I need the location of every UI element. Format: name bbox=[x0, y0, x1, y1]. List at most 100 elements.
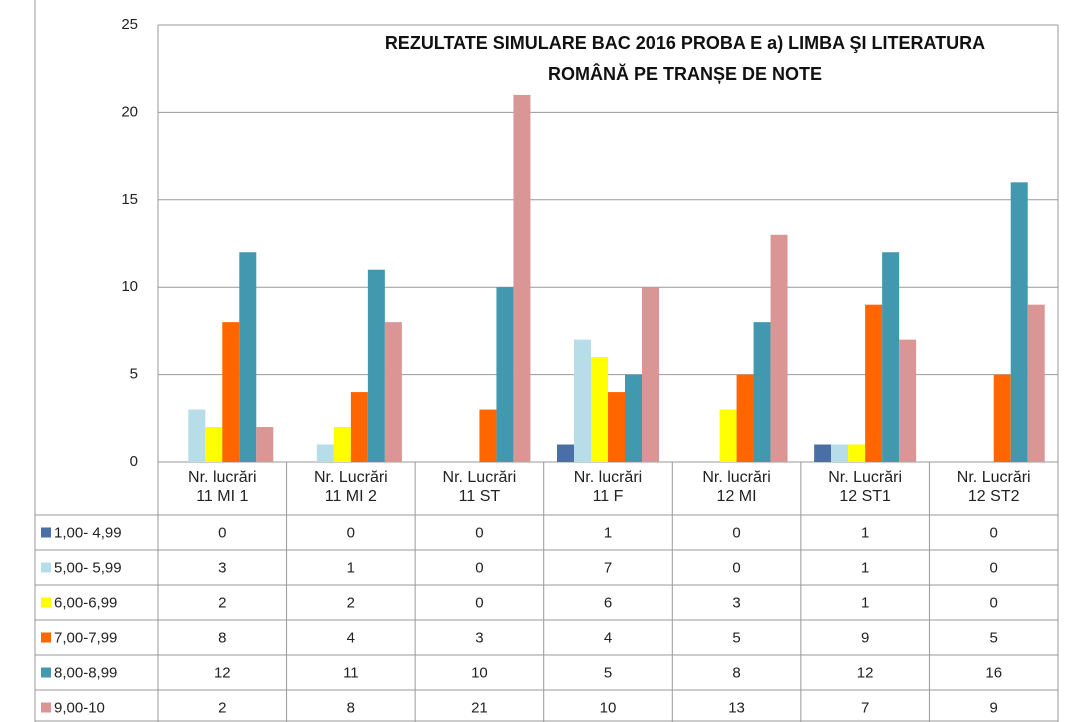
bar bbox=[993, 374, 1011, 462]
table-value: 5 bbox=[732, 629, 740, 646]
legend-swatch bbox=[41, 597, 51, 608]
legend-label: 7,00-7,99 bbox=[54, 629, 117, 646]
bar bbox=[574, 339, 591, 462]
table-value: 1 bbox=[604, 524, 612, 541]
bar bbox=[222, 322, 240, 462]
legend-label: 8,00-8,99 bbox=[54, 664, 117, 681]
table-value: 12 bbox=[214, 664, 231, 681]
bar bbox=[350, 392, 368, 462]
table-value: 10 bbox=[471, 664, 488, 681]
table-value: 0 bbox=[990, 559, 998, 576]
y-tick-label: 20 bbox=[121, 103, 138, 120]
legend-label: 5,00- 5,99 bbox=[54, 559, 122, 576]
table-value: 0 bbox=[347, 524, 355, 541]
bar bbox=[642, 287, 659, 462]
bar bbox=[316, 444, 334, 462]
bar bbox=[814, 444, 832, 462]
table-value: 2 bbox=[347, 594, 355, 611]
table-value: 9 bbox=[861, 629, 869, 646]
table-value: 0 bbox=[475, 559, 483, 576]
table-value: 5 bbox=[604, 664, 612, 681]
table-value: 0 bbox=[990, 524, 998, 541]
bar bbox=[736, 374, 754, 462]
chart-title: REZULTATE SIMULARE BAC 2016 PROBA E a) L… bbox=[384, 33, 986, 84]
table-value: 2 bbox=[218, 594, 226, 611]
legend-swatch bbox=[41, 562, 51, 573]
bar bbox=[479, 409, 497, 462]
table-value: 16 bbox=[985, 664, 1002, 681]
x-tick-label: Nr. Lucrări 11 MI 2 bbox=[313, 469, 388, 505]
table-value: 7 bbox=[861, 699, 869, 716]
table-value: 9 bbox=[990, 699, 998, 716]
legend-swatch bbox=[41, 667, 51, 678]
table-value: 8 bbox=[218, 629, 226, 646]
table-value: 1 bbox=[861, 594, 869, 611]
bar bbox=[205, 427, 223, 462]
x-tick-label: Nr. Lucrări 12 ST1 bbox=[828, 469, 903, 505]
table-value: 13 bbox=[728, 699, 745, 716]
bar bbox=[865, 304, 883, 462]
table-value: 8 bbox=[732, 664, 740, 681]
bar bbox=[882, 252, 900, 462]
table-value: 0 bbox=[732, 559, 740, 576]
table-value: 3 bbox=[732, 594, 740, 611]
table-value: 11 bbox=[343, 664, 359, 681]
table-value: 21 bbox=[471, 699, 488, 716]
x-tick-label: Nr. lucrări 11 MI 1 bbox=[188, 469, 257, 505]
table-value: 0 bbox=[475, 524, 483, 541]
table-value: 0 bbox=[218, 524, 226, 541]
table-value: 12 bbox=[857, 664, 874, 681]
x-tick-label: Nr. Lucrări 11 ST bbox=[442, 469, 517, 505]
bar bbox=[496, 287, 514, 462]
table-value: 1 bbox=[347, 559, 355, 576]
x-tick-label: Nr. lucrări 11 F bbox=[573, 469, 643, 505]
bar bbox=[513, 94, 531, 463]
x-tick-label: Nr. lucrări 12 MI bbox=[702, 469, 771, 505]
table-value: 8 bbox=[347, 699, 355, 716]
y-tick-label: 25 bbox=[121, 16, 138, 33]
table-value: 10 bbox=[600, 699, 617, 716]
bar bbox=[848, 444, 866, 462]
table-value: 3 bbox=[475, 629, 483, 646]
bar bbox=[1010, 182, 1028, 462]
bar bbox=[608, 392, 625, 462]
bar bbox=[333, 427, 351, 462]
bar bbox=[557, 444, 574, 462]
y-tick-label: 0 bbox=[130, 453, 138, 470]
x-tick-label: Nr. Lucrări 12 ST2 bbox=[956, 469, 1031, 505]
table-value: 4 bbox=[347, 629, 355, 646]
table-value: 2 bbox=[218, 699, 226, 716]
bar bbox=[367, 269, 385, 462]
bar bbox=[719, 409, 737, 462]
table-value: 0 bbox=[475, 594, 483, 611]
table-value: 7 bbox=[604, 559, 612, 576]
bar bbox=[188, 409, 206, 462]
bar bbox=[831, 444, 849, 462]
table-value: 6 bbox=[604, 594, 612, 611]
bar bbox=[625, 374, 642, 462]
table-value: 1 bbox=[861, 524, 869, 541]
legend-label: 1,00- 4,99 bbox=[54, 524, 122, 541]
y-tick-label: 10 bbox=[121, 278, 138, 295]
table-value: 3 bbox=[218, 559, 226, 576]
legend-swatch bbox=[41, 527, 51, 538]
legend-label: 6,00-6,99 bbox=[54, 594, 117, 611]
legend-swatch bbox=[41, 702, 51, 713]
table-value: 1 bbox=[861, 559, 869, 576]
legend-label: 9,00-10 bbox=[54, 699, 105, 716]
bar bbox=[770, 234, 788, 462]
bar bbox=[256, 427, 274, 462]
table-value: 5 bbox=[990, 629, 998, 646]
legend-swatch bbox=[41, 632, 51, 643]
bar bbox=[591, 357, 608, 462]
bar bbox=[384, 322, 402, 462]
bar bbox=[239, 252, 257, 462]
table-value: 4 bbox=[604, 629, 612, 646]
bar bbox=[753, 322, 771, 462]
table-value: 0 bbox=[732, 524, 740, 541]
bar bbox=[899, 339, 917, 462]
table-value: 0 bbox=[990, 594, 998, 611]
y-tick-label: 5 bbox=[130, 366, 138, 383]
